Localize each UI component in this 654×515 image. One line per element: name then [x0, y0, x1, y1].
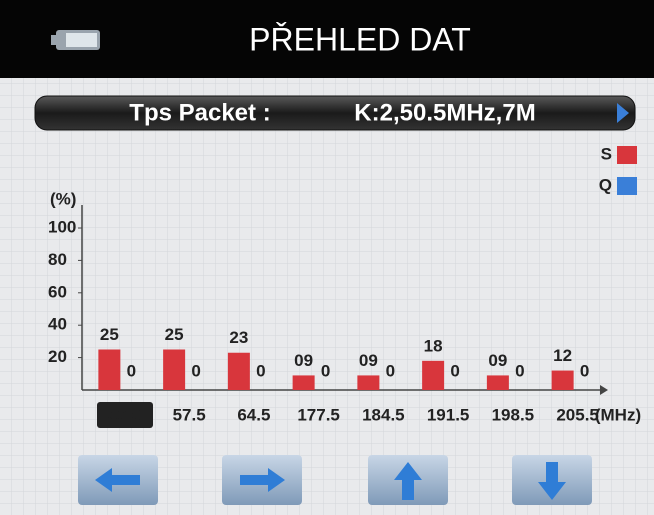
- right-button[interactable]: [222, 455, 302, 505]
- legend-swatch: [617, 177, 637, 195]
- data-label: 18: [424, 336, 443, 355]
- bar: [98, 349, 121, 390]
- y-tick-label: 40: [48, 315, 67, 334]
- data-label: 25: [165, 325, 184, 344]
- legend-swatch: [617, 146, 637, 164]
- x-tick-label: 184.5: [362, 405, 405, 424]
- info-bar: [34, 95, 636, 131]
- data-label: 12: [553, 346, 572, 365]
- top-bar: [0, 0, 654, 78]
- buttons: [78, 455, 592, 505]
- y-axis-label: (%): [50, 189, 76, 208]
- x-tick-label: 57.5: [173, 405, 206, 424]
- bar: [422, 360, 445, 390]
- title: PŘEHLED DAT: [249, 21, 471, 57]
- data-label: 09: [359, 351, 378, 370]
- y-tick-label: 80: [48, 250, 67, 269]
- up-button[interactable]: [368, 455, 448, 505]
- next-arrow[interactable]: [617, 103, 629, 123]
- data-label: 0: [580, 361, 589, 380]
- data-label: 23: [229, 328, 248, 347]
- left-button[interactable]: [78, 455, 158, 505]
- data-label: 0: [256, 361, 265, 380]
- legend-label: S: [601, 144, 612, 163]
- x-axis-label: (MHz): [595, 405, 641, 424]
- x-tick-label: 205.5: [556, 405, 599, 424]
- x-axis-arrow: [600, 385, 608, 395]
- data-label: 25: [100, 325, 119, 344]
- bar: [292, 375, 315, 390]
- data-label: 09: [294, 351, 313, 370]
- x-tick-label: 198.5: [492, 405, 535, 424]
- data-label: 0: [515, 361, 524, 380]
- x-tick-label: 64.5: [237, 405, 270, 424]
- bar: [357, 375, 380, 390]
- x-tick-label: 177.5: [297, 405, 340, 424]
- bar: [227, 352, 250, 390]
- bar: [486, 375, 509, 390]
- data-label: 09: [488, 351, 507, 370]
- y-tick-label: 100: [48, 217, 76, 236]
- y-tick-label: 20: [48, 347, 67, 366]
- background: [0, 78, 654, 515]
- data-label: 0: [191, 361, 200, 380]
- bar: [163, 349, 186, 390]
- info-label: Tps Packet :: [129, 99, 270, 126]
- legend-label: Q: [599, 175, 612, 194]
- x-tick-label: 50.5: [108, 405, 141, 424]
- selected-highlight: [97, 402, 153, 428]
- x-tick-label: 191.5: [427, 405, 470, 424]
- data-label: 0: [386, 361, 395, 380]
- data-label: 0: [127, 361, 136, 380]
- y-tick-label: 60: [48, 282, 67, 301]
- data-label: 0: [321, 361, 330, 380]
- bar: [551, 370, 574, 390]
- battery-icon: [51, 30, 100, 50]
- info-value: K:2,50.5MHz,7M: [354, 99, 535, 126]
- down-button[interactable]: [512, 455, 592, 505]
- data-label: 0: [450, 361, 459, 380]
